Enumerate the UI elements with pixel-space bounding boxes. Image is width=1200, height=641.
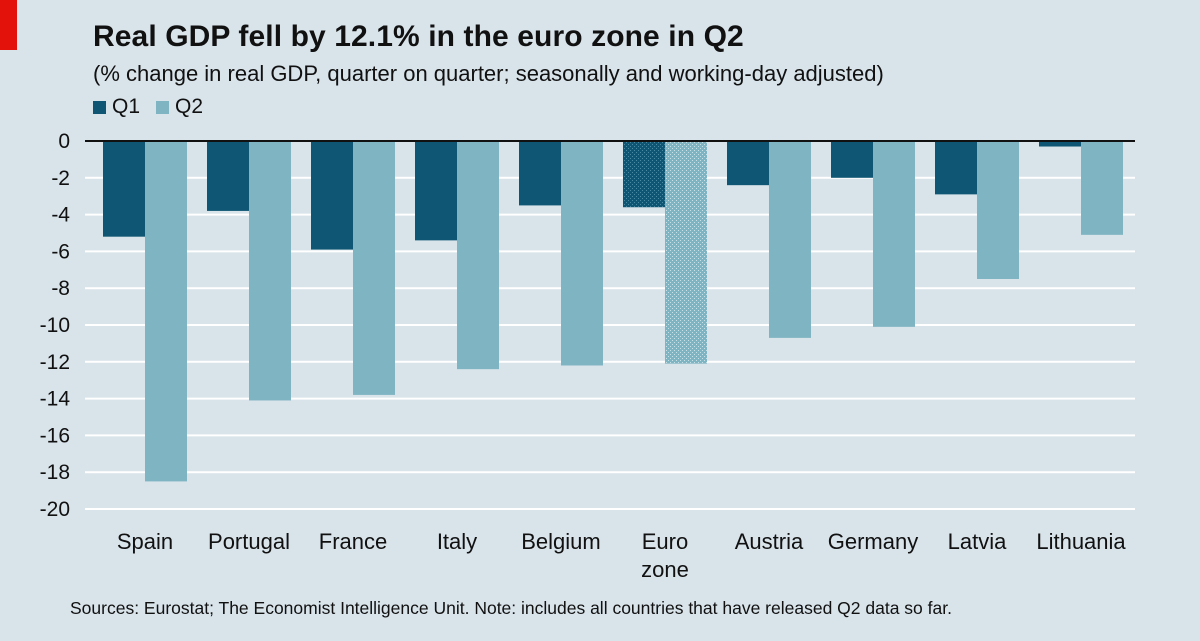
x-tick-label-line: Latvia — [948, 529, 1007, 554]
bar-q1-austria — [727, 141, 769, 186]
axes: 0 -2 -4 -6 -8 -10 -12 -14 -16 -18 -20 Spain Portugal… — [40, 130, 1135, 582]
bar-q1-latvia — [935, 141, 977, 195]
legend: Q1 Q2 — [93, 95, 219, 119]
legend-label-q2: Q2 — [175, 95, 204, 118]
bar-q1-spain — [103, 141, 145, 237]
x-tick-label-line: Belgium — [521, 529, 600, 554]
legend-swatch-q1 — [93, 100, 106, 114]
y-tick-label: -2 — [51, 167, 70, 190]
x-tick-label-line: Portugal — [208, 529, 290, 554]
y-tick-label: -16 — [40, 424, 70, 447]
y-tick-label: -10 — [40, 314, 70, 337]
x-tick-label: Portugal — [208, 529, 290, 554]
x-tick-label: Euro zone — [641, 529, 689, 582]
y-tick-label: -4 — [51, 204, 70, 227]
y-tick-label: -18 — [40, 461, 70, 484]
bar-q2-austria — [769, 141, 811, 338]
x-tick-label-line: Lithuania — [1036, 529, 1126, 554]
bar-q2-italy — [457, 141, 499, 370]
x-tick-label-line: Spain — [117, 529, 173, 554]
bar-q1-lithuania — [1039, 141, 1081, 147]
x-tick-label-line: Austria — [735, 529, 804, 554]
bars — [103, 141, 1123, 482]
legend-item-q1: Q1 — [93, 95, 140, 119]
y-tick-label: -8 — [51, 277, 70, 300]
bar-q1-portugal — [207, 141, 249, 211]
bar-q2-belgium — [561, 141, 603, 366]
brand-tag — [0, 0, 17, 50]
x-tick-label-line: Euro — [642, 529, 688, 554]
bar-q2-portugal — [249, 141, 291, 401]
x-tick-label: Belgium — [521, 529, 600, 554]
legend-item-q2: Q2 — [156, 95, 203, 119]
bar-q2-germany — [873, 141, 915, 327]
x-tick-label: Lithuania — [1036, 529, 1126, 554]
y-tick-label: -20 — [40, 498, 70, 521]
x-tick-label-line: France — [319, 529, 387, 554]
y-tick-label: -6 — [51, 240, 70, 263]
x-tick-label: Spain — [117, 529, 173, 554]
chart-title: Real GDP fell by 12.1% in the euro zone … — [93, 20, 744, 53]
source-note: Sources: Eurostat; The Economist Intelli… — [70, 598, 952, 618]
bar-q2-france — [353, 141, 395, 395]
bar-q1-italy — [415, 141, 457, 241]
bar-q2-spain — [145, 141, 187, 482]
bar-q1-germany — [831, 141, 873, 178]
legend-label-q1: Q1 — [112, 95, 141, 118]
bar-q1-france — [311, 141, 353, 250]
bar-q2-lithuania — [1081, 141, 1123, 235]
x-tick-label: Italy — [437, 529, 477, 554]
x-tick-label: Austria — [735, 529, 804, 554]
bar-q2-euro-zone — [665, 141, 707, 364]
x-tick-label-line: Germany — [828, 529, 918, 554]
x-tick-label-line: Italy — [437, 529, 477, 554]
bar-q1-belgium — [519, 141, 561, 206]
x-tick-label: Latvia — [948, 529, 1007, 554]
x-tick-label: France — [319, 529, 387, 554]
legend-swatch-q2 — [156, 100, 170, 114]
chart-subtitle: (% change in real GDP, quarter on quarte… — [93, 61, 884, 86]
x-tick-label-line: zone — [641, 557, 689, 582]
bar-q2-latvia — [977, 141, 1019, 279]
bar-q1-euro-zone — [623, 141, 665, 208]
y-tick-label: -14 — [40, 388, 71, 411]
x-tick-label: Germany — [828, 529, 918, 554]
y-tick-label: 0 — [58, 130, 70, 153]
y-tick-label: -12 — [40, 351, 70, 374]
